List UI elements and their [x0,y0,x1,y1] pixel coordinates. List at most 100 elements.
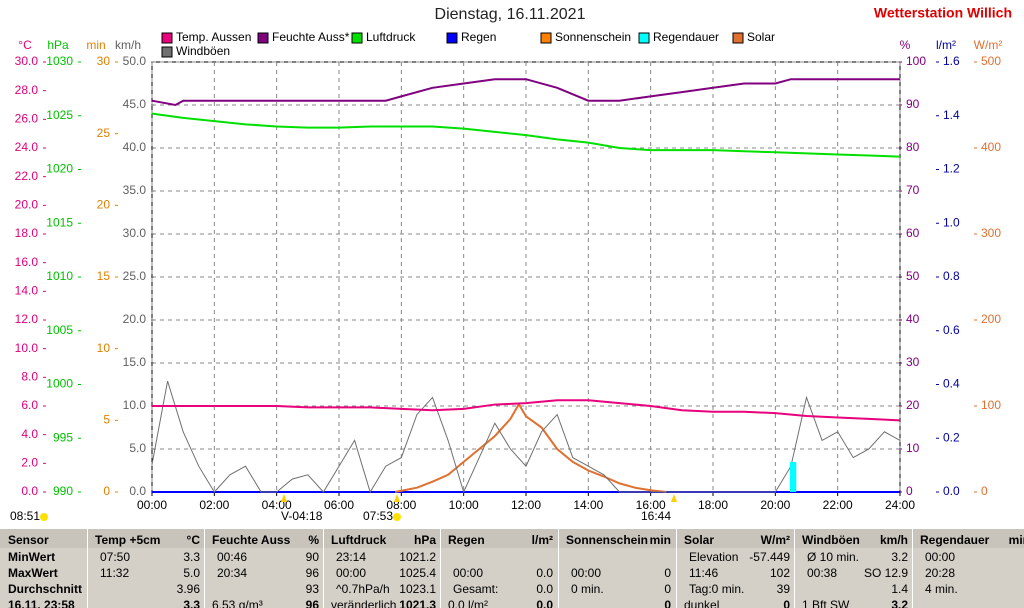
column-separator [912,529,913,608]
cell-label: 00:38 [807,566,838,580]
group-header: Feuchte Auss [212,533,291,547]
y-tick-label: 995 [53,430,73,444]
axis-unit: km/h [115,38,141,52]
x-tick-label: 08:00 [386,498,416,512]
y-tick-label: 12.0 [15,312,39,326]
group-header: Luftdruck [331,533,387,547]
y-tick-label: 200 [981,312,1001,326]
y-tick-label: 1.4 [943,108,960,122]
y-tick-label: 1025 [46,108,73,122]
y-tick-label: 10.0 [15,341,39,355]
x-tick-label: 02:00 [199,498,229,512]
column-separator [558,529,559,608]
cell-label: Tag:0 min. [689,582,745,596]
y-tick-label: 1.6 [943,54,960,68]
y-tick-label: 5 [103,413,110,427]
y-tick-label: 30.0 [15,54,39,68]
y-tick-label: 80 [906,140,920,154]
x-tick-label: 06:00 [324,498,354,512]
cell-label: Ø 10 min. [807,550,860,564]
y-tick-label: 20 [97,198,111,212]
legend-swatch [446,32,458,44]
cell-label: 0 min. [571,582,604,596]
group-unit: min [1008,533,1024,547]
cell-value: 5.0 [183,566,200,580]
y-tick-label: 0.4 [943,377,960,391]
astro-time: V-04:18 [281,509,323,523]
legend-swatch [161,32,173,44]
cell-label: 00:00 [571,566,602,580]
row-label: Durchschnitt [8,582,83,596]
y-tick-label: 14.0 [15,284,39,298]
y-tick-label: 1030 [46,54,73,68]
astro-time: 08:51 [10,509,40,523]
group-header: Sonnenschein [566,533,649,547]
y-tick-label: 40.0 [123,140,147,154]
axis-unit: min [86,38,105,52]
cell-value: 39 [776,582,790,596]
y-tick-label: 100 [906,54,926,68]
cell-label: 23:14 [336,550,367,564]
astro-time: 07:53 [363,509,393,523]
y-tick-label: 15.0 [123,355,147,369]
cell-value: 93 [305,582,319,596]
y-tick-label: 70 [906,183,920,197]
y-tick-label: 10 [97,341,111,355]
y-tick-label: 1020 [46,162,73,176]
y-tick-label: 50.0 [123,54,147,68]
group-header: Solar [684,533,715,547]
cell-label: 00:00 [336,566,367,580]
x-tick-label: 16:00 [636,498,666,512]
x-tick-label: 18:00 [698,498,728,512]
cell-value: 1021.2 [399,550,436,564]
column-separator [676,529,677,608]
group-header: Temp +5cm [95,533,161,547]
row-label: MaxWert [8,566,58,580]
y-tick-label: 24.0 [15,140,39,154]
y-tick-label: 1000 [46,377,73,391]
cell-value: 3.96 [176,582,200,596]
group-unit: W/m² [760,533,790,547]
series-line [151,380,901,494]
y-tick-label: 1015 [46,215,73,229]
series-line [152,399,901,422]
y-tick-label: 25.0 [123,269,147,283]
cell-label: 11:46 [689,566,719,580]
x-tick-label: 14:00 [573,498,603,512]
series-line [151,78,900,107]
axis-unit: % [900,38,911,52]
cell-label: 6.53 g/m³ [212,598,263,608]
legend-swatch [638,32,650,44]
y-tick-label: 18.0 [15,226,39,240]
legend-swatch [351,32,363,44]
y-tick-label: 990 [53,484,73,498]
cell-value: 1025.4 [399,566,436,580]
cell-label: 00:46 [217,550,248,564]
astro-time: 16:44 [641,509,671,523]
cell-label: 07:50 [100,550,131,564]
axis-unit: hPa [47,38,69,52]
legend-swatch [257,32,269,44]
series-area [789,461,797,492]
axis-unit: l/m² [936,38,956,52]
cell-label: 20:28 [925,566,956,580]
cell-label: ^0.7hPa/h [336,582,390,596]
legend-swatch [540,32,552,44]
cell-label: 1 Bft SW [802,598,850,608]
cell-value: 1021.3 [399,598,436,608]
cell-value: 1.4 [891,582,908,596]
cell-label: 00:00 [453,566,484,580]
cell-label: Gesamt: [453,582,499,596]
cell-value: 0 [664,582,671,596]
plot-area [151,61,901,493]
legend-label: Feuchte Auss* [272,30,350,44]
column-separator [794,529,795,608]
cell-label: dunkel [684,598,720,608]
cell-label: Elevation [689,550,739,564]
astro-marker [671,494,677,502]
y-tick-label: 100 [981,398,1001,412]
y-tick-label: 30.0 [123,226,147,240]
legend-label: Windböen [176,44,230,58]
group-unit: l/m² [531,533,553,547]
y-tick-label: 25 [97,126,111,140]
